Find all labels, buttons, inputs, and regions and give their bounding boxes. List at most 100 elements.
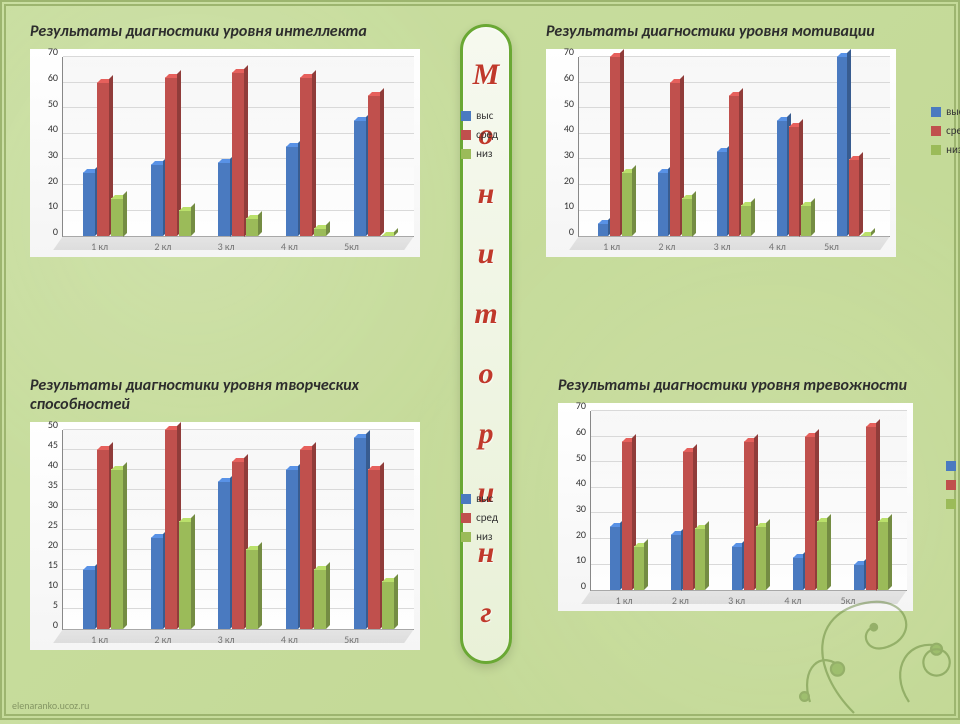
bar-high <box>354 120 366 236</box>
legend-item-high: выс <box>461 492 498 505</box>
plot-area <box>62 57 414 237</box>
chart-title: Результаты диагностики уровня тревожност… <box>558 376 948 395</box>
legend-item-mid: сред <box>461 128 498 141</box>
legend: выс сред низ <box>461 492 498 543</box>
panel-motivation: Результаты диагностики уровня мотивации 0… <box>546 22 946 257</box>
bar-high <box>854 564 864 590</box>
bar-low <box>741 205 751 236</box>
y-axis: 010203040506070 <box>564 411 590 591</box>
center-letter: т <box>474 297 497 331</box>
legend-swatch-icon <box>946 480 956 490</box>
bar-high <box>151 537 163 629</box>
bar-low <box>179 210 191 236</box>
bar-high <box>151 164 163 236</box>
legend-item-low: низ <box>946 497 960 510</box>
legend: выс сред низ <box>946 459 960 510</box>
bar-high <box>610 526 620 590</box>
bar-mid <box>866 426 876 591</box>
bar-mid <box>368 469 380 629</box>
legend-swatch-icon <box>931 107 941 117</box>
legend-item-mid: сред <box>946 478 960 491</box>
bar-mid <box>97 449 109 629</box>
bar-low <box>695 528 705 590</box>
bar-high <box>671 534 681 591</box>
bar-mid <box>744 441 754 590</box>
legend: выс сред низ <box>461 109 498 160</box>
bar-mid <box>165 77 177 236</box>
legend-swatch-icon <box>461 130 471 140</box>
legend-item-high: выс <box>946 459 960 472</box>
bar-mid <box>300 77 312 236</box>
bar-low <box>801 205 811 236</box>
watermark-text: elenaranko.ucoz.ru <box>12 699 89 712</box>
bar-low <box>111 198 123 237</box>
legend-label: сред <box>476 511 498 524</box>
bar-group <box>717 57 751 236</box>
bar-high <box>717 151 727 236</box>
center-letter: и <box>478 237 495 271</box>
legend-label: выс <box>476 492 493 505</box>
bar-low <box>756 526 766 590</box>
chart-title: Результаты диагностики уровня мотивации <box>546 22 946 41</box>
legend-swatch-icon <box>461 111 471 121</box>
legend-swatch-icon <box>946 499 956 509</box>
chart-area: 0102030405060701 кл2 кл3 кл4 кл5клвыссре… <box>30 49 420 257</box>
bar-mid <box>97 82 109 236</box>
legend-label: выс <box>476 109 493 122</box>
bar-high <box>218 162 230 237</box>
bar-mid <box>165 429 177 629</box>
bar-high <box>777 120 787 236</box>
bar-mid <box>232 461 244 629</box>
bar-group <box>854 411 888 590</box>
legend-item-high: выс <box>461 109 498 122</box>
legend-label: низ <box>476 147 492 160</box>
bar-low <box>878 521 888 590</box>
bar-low <box>382 581 394 629</box>
bar-mid <box>670 82 680 236</box>
legend-swatch-icon <box>931 126 941 136</box>
bar-mid <box>805 436 815 590</box>
bar-mid <box>232 72 244 237</box>
bar-high <box>286 146 298 236</box>
bar-group <box>218 57 258 236</box>
legend-item-low: низ <box>461 147 498 160</box>
center-letter: н <box>478 177 495 211</box>
legend-label: низ <box>946 143 960 156</box>
bar-high <box>354 437 366 629</box>
bar-group <box>151 430 191 629</box>
bar-group <box>793 411 827 590</box>
bar-group <box>286 57 326 236</box>
bar-low <box>622 172 632 236</box>
legend-item-low: низ <box>461 530 498 543</box>
bar-high <box>793 557 803 590</box>
y-axis: 05101520253035404550 <box>36 430 62 630</box>
legend-label: сред <box>476 128 498 141</box>
bar-low <box>861 235 871 236</box>
center-letter: М <box>473 58 500 92</box>
center-letter: р <box>479 417 494 451</box>
legend-item-low: низ <box>931 143 960 156</box>
bar-group <box>83 57 123 236</box>
panel-intellect: Результаты диагностики уровня интеллекта… <box>30 22 460 257</box>
y-axis: 010203040506070 <box>552 57 578 237</box>
legend-swatch-icon <box>946 461 956 471</box>
bar-low <box>634 546 644 590</box>
bar-low <box>682 198 692 237</box>
bar-low <box>179 521 191 629</box>
bar-group <box>354 57 394 236</box>
legend-label: низ <box>476 530 492 543</box>
bar-low <box>817 521 827 590</box>
legend-item-high: выс <box>931 105 960 118</box>
plot-area <box>62 430 414 630</box>
bar-group <box>671 411 705 590</box>
bar-group <box>610 411 644 590</box>
bar-high <box>218 481 230 629</box>
bar-high <box>83 569 95 629</box>
chart-area: 051015202530354045501 кл2 кл3 кл4 кл5клв… <box>30 422 420 650</box>
bar-group <box>286 430 326 629</box>
bar-mid <box>622 441 632 590</box>
center-letter: о <box>479 357 494 391</box>
panel-anxiety: Результаты диагностики уровня тревожност… <box>558 376 948 611</box>
bar-mid <box>789 126 799 237</box>
center-letter: г <box>480 596 491 630</box>
